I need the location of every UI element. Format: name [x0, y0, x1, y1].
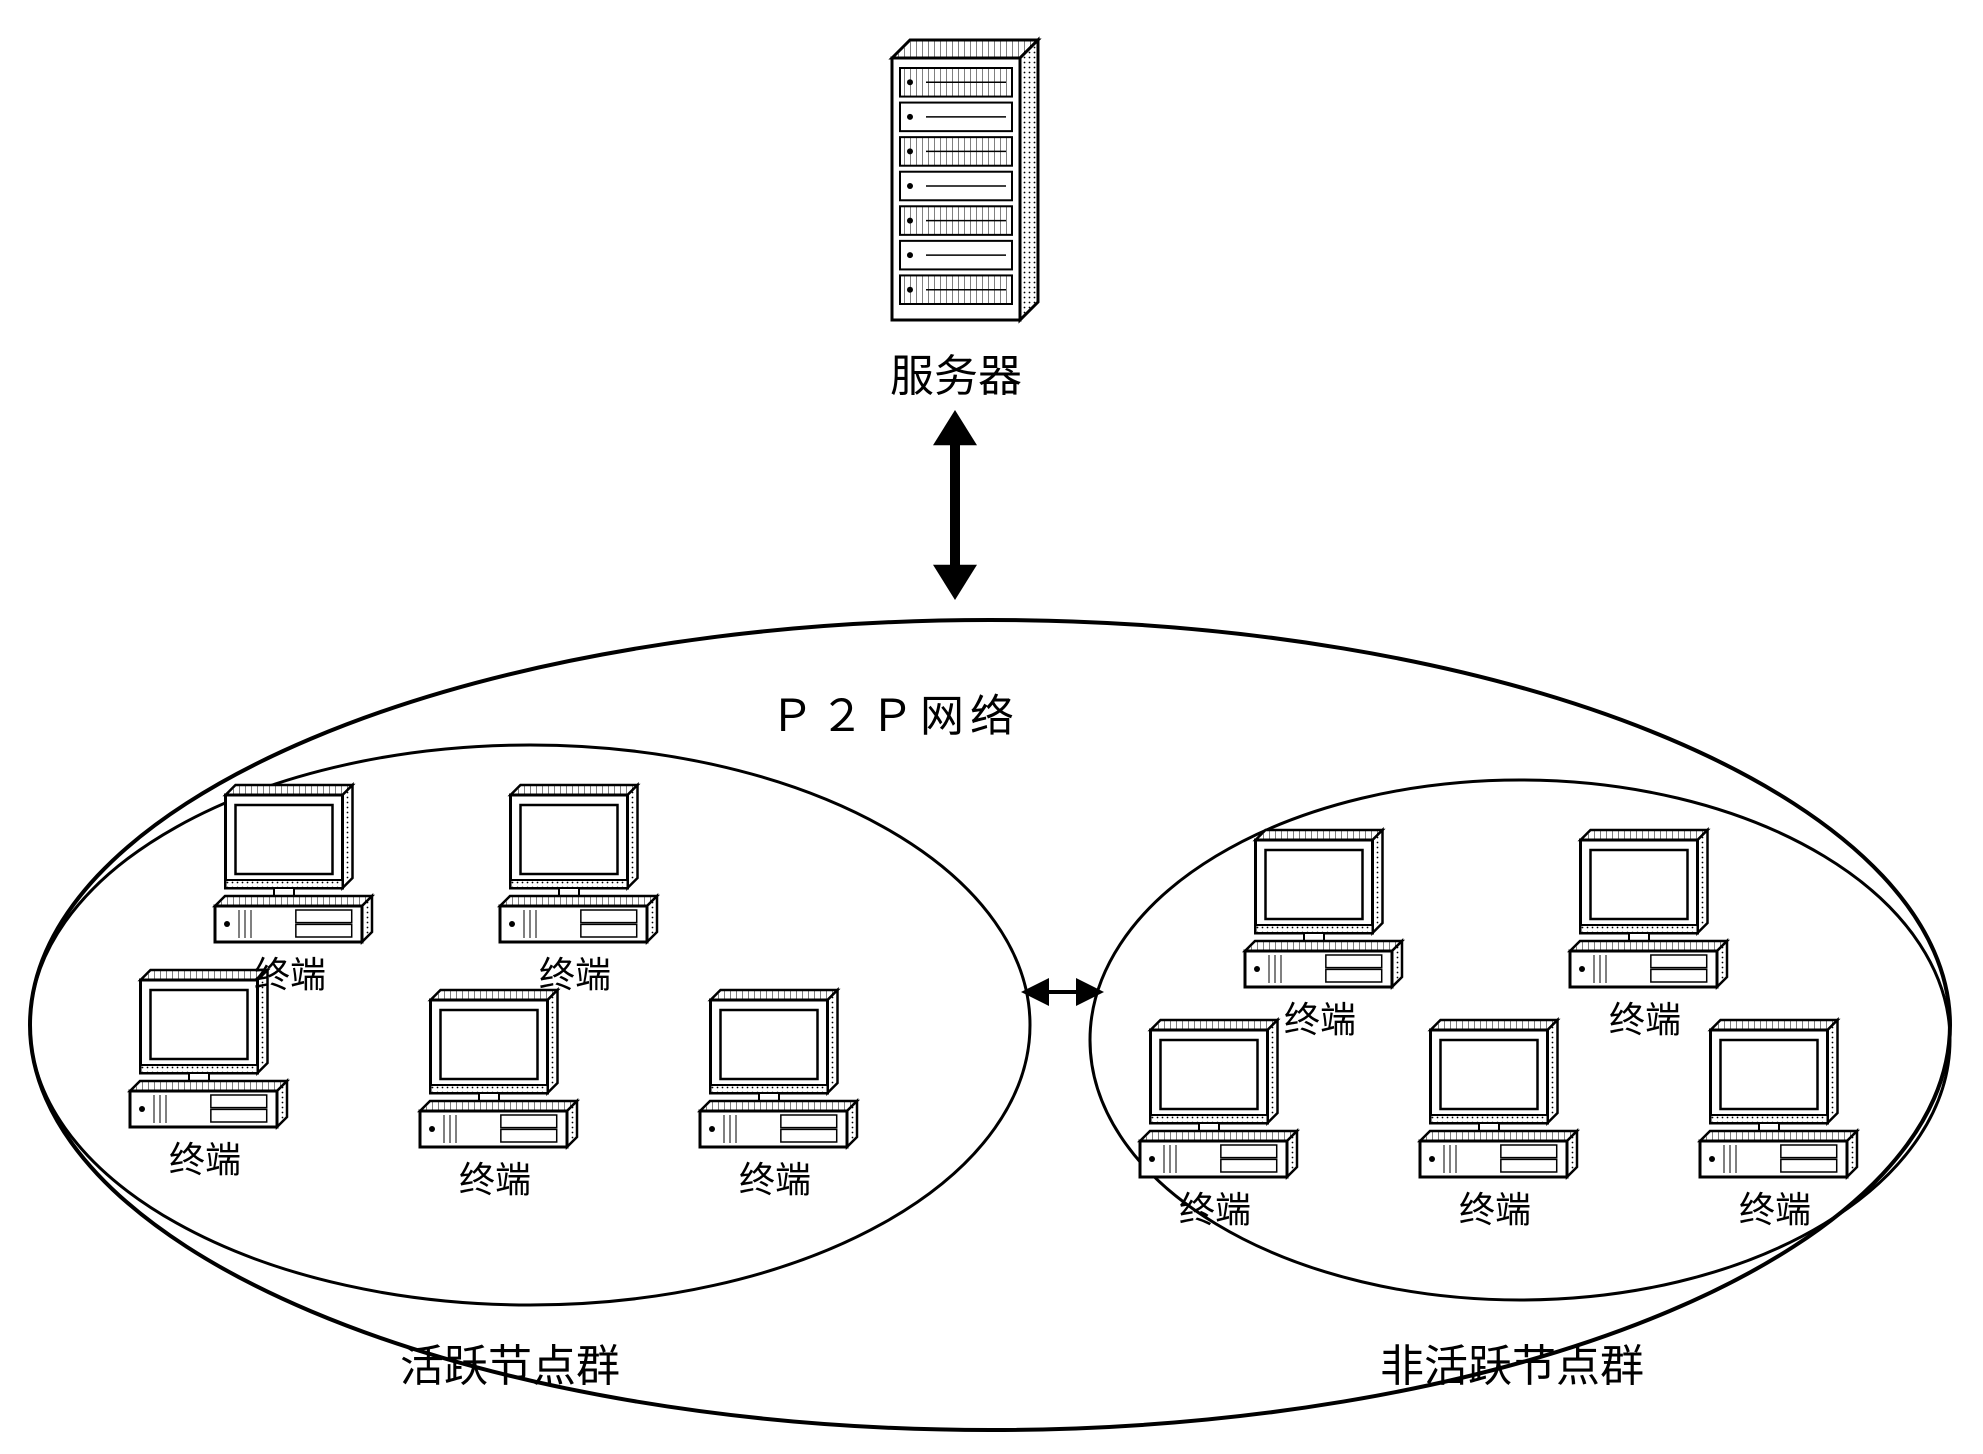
terminal-label: 终端	[254, 946, 326, 998]
terminal-label: 终端	[1179, 1181, 1251, 1233]
groups-arrow	[1021, 978, 1104, 1006]
active-group-label: 活跃节点群	[400, 1330, 620, 1394]
terminal-label: 终端	[739, 1151, 811, 1203]
inactive-terminal-icon	[1420, 1020, 1577, 1177]
inactive-terminal-icon	[1140, 1020, 1297, 1177]
terminal-label: 终端	[1609, 991, 1681, 1043]
active-terminal-icon	[700, 990, 857, 1147]
server-label: 服务器	[890, 340, 1022, 404]
terminal-label: 终端	[1739, 1181, 1811, 1233]
inactive-terminal-icon	[1245, 830, 1402, 987]
inactive-terminal-icon	[1570, 830, 1727, 987]
network-label: Ｐ２Ｐ网络	[770, 680, 1020, 744]
diagram-canvas: 服务器 Ｐ２Ｐ网络 活跃节点群 非活跃节点群 终端终端终端终端终端终端终端终端终…	[0, 0, 1983, 1454]
server-icon	[892, 40, 1038, 320]
terminal-label: 终端	[1284, 991, 1356, 1043]
active-terminal-icon	[420, 990, 577, 1147]
terminal-label: 终端	[459, 1151, 531, 1203]
inactive-group-label: 非活跃节点群	[1380, 1330, 1644, 1394]
terminal-label: 终端	[1459, 1181, 1531, 1233]
active-terminal-icon	[215, 785, 372, 942]
terminal-label: 终端	[539, 946, 611, 998]
terminal-label: 终端	[169, 1131, 241, 1183]
server-network-arrow	[933, 410, 977, 600]
active-terminal-icon	[500, 785, 657, 942]
inactive-terminal-icon	[1700, 1020, 1857, 1177]
